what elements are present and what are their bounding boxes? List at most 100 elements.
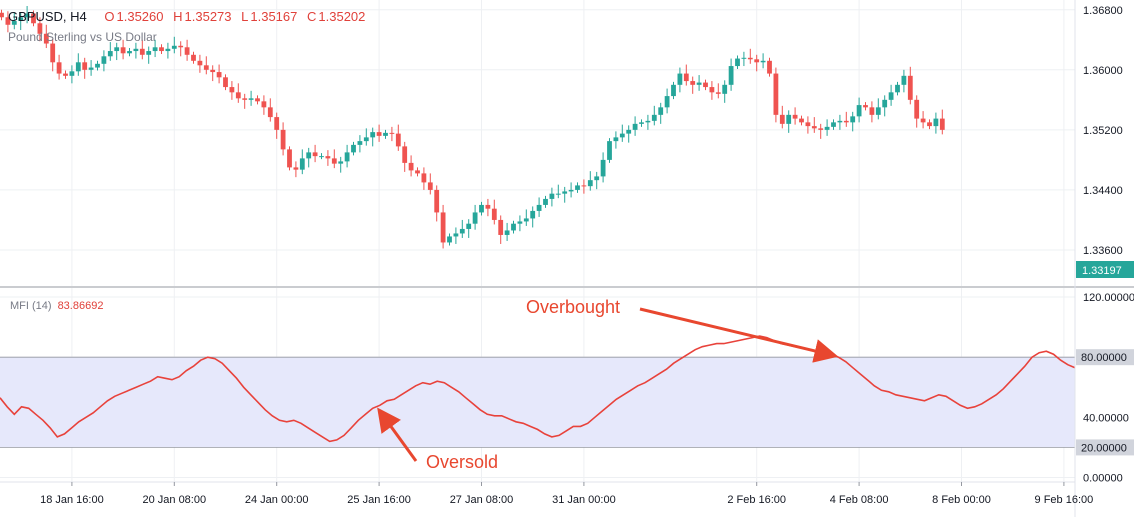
candle-up [11, 21, 17, 25]
candle-up [383, 132, 388, 136]
candle-up [933, 118, 939, 127]
candle-up [888, 92, 894, 100]
close-label: C [307, 9, 317, 24]
candle-up [479, 204, 484, 213]
candle-up [587, 180, 593, 187]
candle-down [331, 158, 337, 164]
time-tick-label: 18 Jan 16:00 [40, 494, 104, 506]
candle-down [415, 170, 420, 174]
candle-up [613, 137, 619, 142]
candle-up [447, 236, 452, 243]
candle-down [0, 12, 4, 18]
candle-up [728, 66, 734, 85]
candle-down [5, 17, 11, 25]
candle-up [344, 152, 350, 162]
price-tick-label: 1.35200 [1083, 125, 1123, 137]
candle-down [395, 133, 401, 147]
candle-up [607, 141, 612, 160]
price-tick-label: 1.36800 [1083, 5, 1123, 17]
candle-up [363, 137, 369, 142]
candle-down [376, 132, 382, 136]
symbol-title[interactable]: GBPUSD, H4 [8, 9, 87, 24]
low-value: 1.35167 [250, 9, 298, 24]
time-tick-label: 4 Feb 08:00 [830, 494, 889, 506]
candle-up [543, 198, 548, 205]
candle-up [594, 176, 600, 181]
mfi-level-label: 20.00000 [1081, 442, 1127, 454]
candle-down [280, 129, 286, 150]
candle-down [210, 69, 216, 73]
candle-down [267, 107, 273, 118]
candle-up [75, 62, 81, 72]
mfi-level-tag [1076, 349, 1134, 366]
candle-up [875, 107, 881, 115]
last-price-label: 1.33197 [1082, 265, 1122, 277]
low-label: L [241, 9, 249, 24]
candle-down [197, 60, 203, 66]
candle-up [600, 159, 606, 177]
candle-down [139, 48, 145, 55]
candle-up [837, 120, 843, 123]
candle-up [101, 56, 107, 64]
candle-up [165, 48, 171, 52]
candle-down [274, 117, 280, 130]
candle-down [690, 81, 696, 85]
price-tick-label: 1.34400 [1083, 185, 1123, 197]
oversold-arrow [377, 407, 418, 462]
candle-up [722, 84, 728, 94]
candle-down [50, 43, 56, 63]
candle-up [651, 114, 657, 121]
indicator-legend[interactable]: MFI (14) 83.86692 [10, 300, 103, 312]
candle-up [671, 84, 676, 97]
candle-down [293, 167, 299, 170]
candle-down [408, 162, 414, 171]
candle-up [619, 133, 625, 138]
candle-down [43, 33, 49, 44]
last-price-tag [1076, 261, 1134, 278]
candle-up [536, 204, 542, 211]
candle-up [88, 67, 94, 70]
candle-up [504, 230, 510, 235]
candle-up [895, 84, 900, 93]
high-label: H [173, 9, 183, 24]
price-tick-label: 1.33600 [1083, 245, 1123, 257]
candle-up [351, 144, 356, 153]
candle-up [511, 223, 516, 231]
candle-up [95, 63, 100, 68]
price-tick-label: 1.36000 [1083, 65, 1123, 77]
candle-down [907, 75, 913, 100]
candle-up [677, 73, 683, 85]
candle-up [658, 107, 664, 115]
candle-up [152, 47, 158, 52]
high-value: 1.35273 [184, 9, 232, 24]
candle-down [869, 107, 875, 115]
candle-up [299, 158, 305, 170]
candle-down [82, 62, 88, 70]
candle-up [523, 218, 529, 222]
candle-down [709, 87, 715, 93]
candle-down [811, 126, 817, 129]
open-value: 1.35260 [116, 9, 164, 24]
candle-down [37, 23, 43, 34]
candle-down [818, 128, 824, 130]
candle-down [843, 120, 849, 123]
candle-down [178, 45, 184, 48]
candle-down [440, 212, 446, 243]
candle-down [805, 122, 811, 127]
time-tick-label: 20 Jan 08:00 [142, 494, 206, 506]
candle-up [146, 51, 152, 55]
candle-down [235, 92, 241, 99]
candle-up [741, 57, 747, 59]
candle-up [901, 75, 907, 85]
mfi-band-fill [0, 357, 1075, 448]
time-tick-label: 9 Feb 16:00 [1035, 494, 1094, 506]
annotations: Overbought Oversold [377, 297, 839, 472]
candle-up [18, 17, 24, 22]
candle-up [696, 82, 702, 85]
mfi-line [0, 335, 1076, 443]
candle-up [639, 122, 644, 124]
symbol-description: Pound Sterling vs US Dollar [8, 30, 157, 44]
candle-up [472, 212, 478, 224]
